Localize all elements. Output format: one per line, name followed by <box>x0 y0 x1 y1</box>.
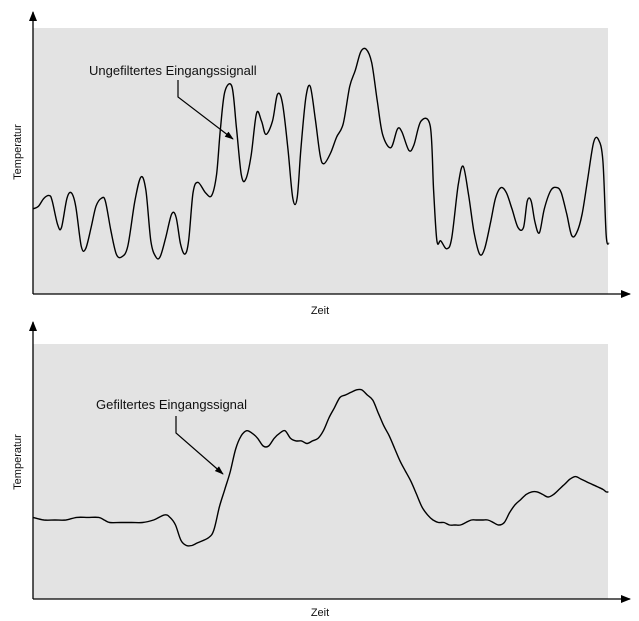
y-axis-label-top: Temperatur <box>12 124 24 180</box>
x-axis-label-bottom: Zeit <box>311 607 329 619</box>
series-line-unfiltered <box>32 47 610 260</box>
annotation-text-bottom: Gefiltertes Eingangssignal <box>96 397 247 412</box>
annotation-arrow-bottom <box>175 416 224 475</box>
plot-area-bottom <box>33 344 608 599</box>
annotation-text-top: Ungefiltertes Eingangssignall <box>89 63 257 78</box>
series-line-filtered <box>32 388 609 547</box>
unfiltered-signal-chart: Temperatur Zeit Ungefiltertes Eingangssi… <box>12 11 631 317</box>
annotation-arrow-top <box>177 80 234 140</box>
y-axis-label-bottom: Temperatur <box>12 434 24 490</box>
x-axis-label-top: Zeit <box>311 305 329 317</box>
filtered-signal-chart: Temperatur Zeit Gefiltertes Eingangssign… <box>12 321 631 619</box>
plot-area-top <box>33 28 608 294</box>
